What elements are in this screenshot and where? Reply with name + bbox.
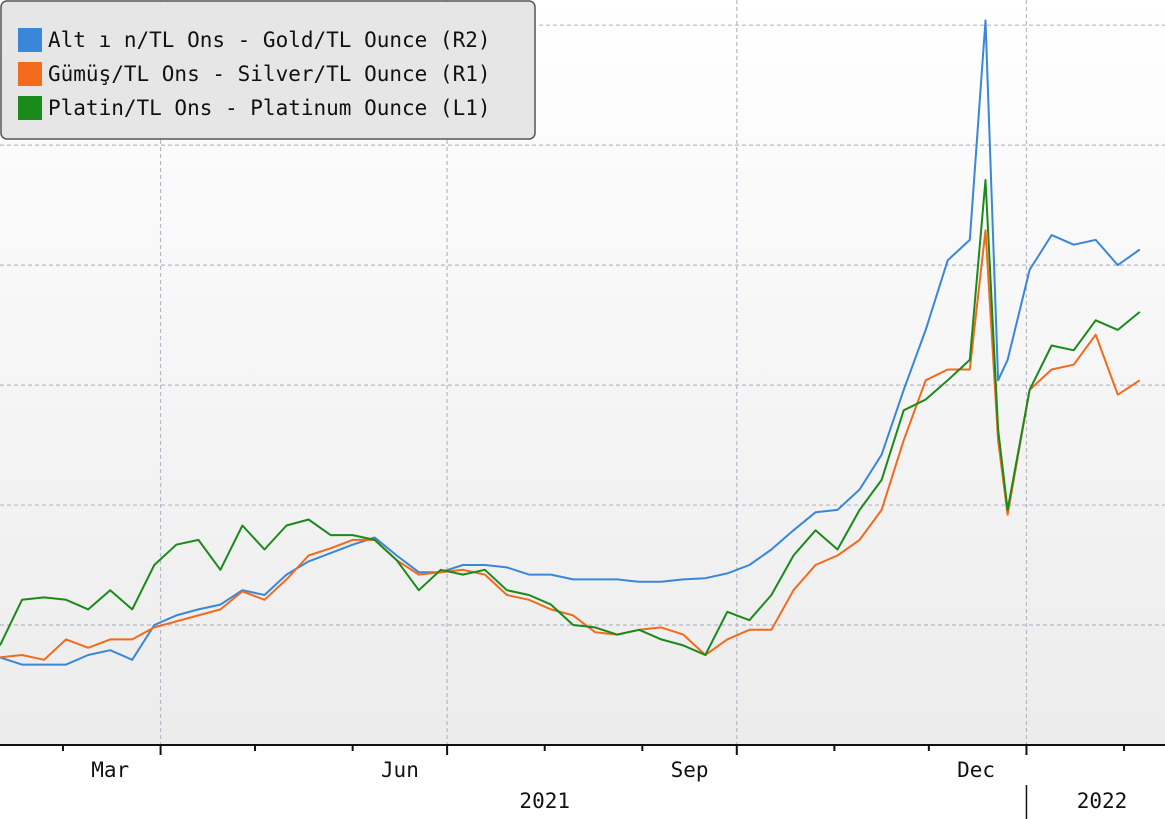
year-label: 2022 (1077, 789, 1128, 813)
legend-box (0, 0, 536, 140)
legend-label: Platin/TL Ons - Platinum Ounce (L1) (48, 96, 491, 120)
legend: Alt ı n/TL Ons - Gold/TL Ounce (R2) Gümüş… (0, 0, 536, 140)
legend-swatch (18, 28, 42, 52)
legend-swatch (18, 96, 42, 120)
year-label: 2021 (519, 789, 570, 813)
series-line (0, 19, 1141, 666)
series-line (0, 179, 1141, 656)
legend-label: Gümüş/TL Ons - Silver/TL Ounce (R1) (48, 62, 491, 86)
lines (0, 19, 1141, 666)
x-tick-label: Mar (91, 758, 129, 782)
legend-swatch (18, 62, 42, 86)
legend-label: Alt ı n/TL Ons - Gold/TL Ounce (R2) (48, 28, 491, 52)
x-tick-label: Dec (957, 758, 995, 782)
x-tick-label: Sep (671, 758, 709, 782)
x-tick-label: Jun (381, 758, 419, 782)
x-axis: Mar Jun Sep Dec 2021 2022 (0, 744, 1165, 819)
series-line (0, 229, 1141, 661)
